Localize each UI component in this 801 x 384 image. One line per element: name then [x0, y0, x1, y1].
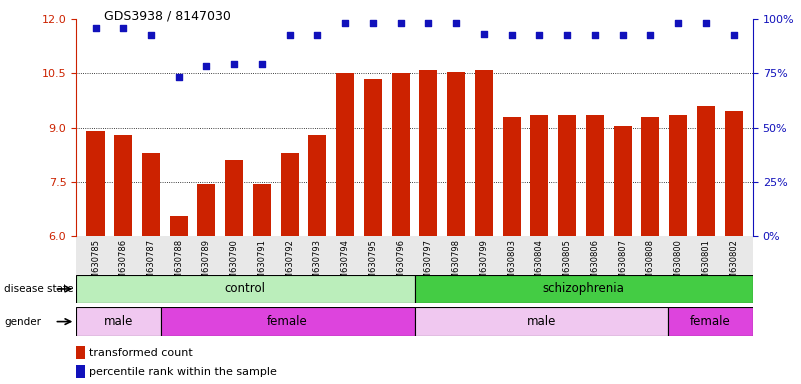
Bar [415, 275, 753, 303]
Point [394, 20, 407, 26]
Bar [447, 72, 465, 236]
Point [145, 32, 158, 38]
Bar [308, 135, 327, 236]
Point [699, 20, 712, 26]
Text: male: male [527, 315, 556, 328]
Point [449, 20, 462, 26]
Bar [642, 117, 659, 236]
Text: disease state: disease state [4, 284, 74, 294]
Point [200, 63, 213, 69]
Point [339, 20, 352, 26]
Bar [415, 307, 668, 336]
Point [311, 32, 324, 38]
Bar [225, 160, 244, 236]
Bar [253, 184, 271, 236]
Point [89, 25, 102, 31]
Bar [392, 73, 409, 236]
Point [561, 32, 574, 38]
Point [644, 32, 657, 38]
Point [589, 32, 602, 38]
Bar [668, 307, 753, 336]
Bar [161, 307, 415, 336]
Bar [115, 135, 132, 236]
Text: male: male [103, 315, 133, 328]
Bar [76, 346, 85, 359]
Point [256, 61, 268, 68]
Bar [280, 153, 299, 236]
Bar [142, 153, 160, 236]
Text: female: female [268, 315, 308, 328]
Bar [420, 70, 437, 236]
Text: control: control [225, 283, 266, 295]
Bar [614, 126, 631, 236]
Bar [475, 70, 493, 236]
Bar [87, 131, 104, 236]
Text: gender: gender [4, 316, 41, 327]
Bar [198, 184, 215, 236]
Point [533, 32, 545, 38]
Point [616, 32, 629, 38]
Point [117, 25, 130, 31]
Point [477, 31, 490, 37]
Point [172, 74, 185, 80]
Bar [502, 117, 521, 236]
Bar [170, 216, 187, 236]
Bar [530, 115, 549, 236]
Bar [76, 365, 85, 378]
Point [367, 20, 380, 26]
Text: percentile rank within the sample: percentile rank within the sample [89, 367, 277, 377]
Bar [76, 275, 415, 303]
Text: female: female [690, 315, 731, 328]
Bar [76, 307, 161, 336]
Bar [558, 115, 576, 236]
Text: GDS3938 / 8147030: GDS3938 / 8147030 [104, 10, 231, 23]
Bar [586, 115, 604, 236]
Point [505, 32, 518, 38]
Bar [669, 115, 687, 236]
Bar [697, 106, 714, 236]
Point [727, 32, 740, 38]
Text: transformed count: transformed count [89, 348, 193, 358]
Text: schizophrenia: schizophrenia [543, 283, 625, 295]
Point [227, 61, 240, 68]
Bar [364, 79, 382, 236]
Point [422, 20, 435, 26]
Bar [725, 111, 743, 236]
Point [671, 20, 684, 26]
Bar [336, 73, 354, 236]
Point [284, 32, 296, 38]
